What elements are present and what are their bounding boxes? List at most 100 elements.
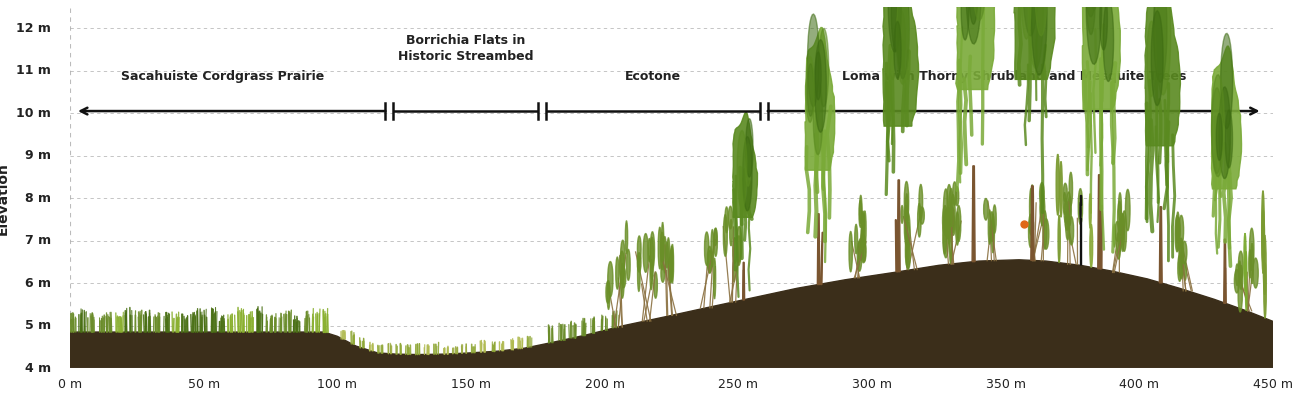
- Ellipse shape: [737, 227, 742, 262]
- Text: 200 m: 200 m: [585, 377, 624, 390]
- Ellipse shape: [1070, 217, 1074, 245]
- Ellipse shape: [857, 241, 862, 271]
- Ellipse shape: [1089, 194, 1091, 228]
- Ellipse shape: [861, 227, 863, 259]
- Polygon shape: [1089, 0, 1098, 10]
- Ellipse shape: [953, 182, 957, 205]
- Polygon shape: [966, 0, 982, 44]
- Ellipse shape: [1030, 188, 1032, 224]
- Ellipse shape: [650, 237, 654, 280]
- Polygon shape: [1079, 204, 1082, 205]
- Polygon shape: [897, 0, 909, 84]
- Polygon shape: [972, 166, 975, 262]
- Ellipse shape: [644, 234, 649, 272]
- Ellipse shape: [1239, 251, 1243, 280]
- Ellipse shape: [1040, 183, 1044, 205]
- Text: 150 m: 150 m: [451, 377, 491, 390]
- Ellipse shape: [1235, 264, 1239, 286]
- Ellipse shape: [1251, 244, 1253, 284]
- Ellipse shape: [1060, 162, 1062, 217]
- Polygon shape: [1023, 0, 1039, 36]
- Polygon shape: [1028, 0, 1044, 69]
- Ellipse shape: [956, 187, 959, 206]
- Ellipse shape: [1245, 251, 1247, 287]
- Ellipse shape: [948, 208, 950, 244]
- Polygon shape: [1221, 33, 1232, 129]
- Polygon shape: [1087, 0, 1095, 34]
- Ellipse shape: [621, 267, 625, 288]
- Ellipse shape: [1184, 262, 1187, 280]
- Ellipse shape: [1113, 225, 1115, 247]
- Ellipse shape: [1264, 263, 1266, 318]
- Ellipse shape: [942, 206, 948, 235]
- Ellipse shape: [647, 238, 651, 262]
- Polygon shape: [1219, 87, 1230, 179]
- Ellipse shape: [1179, 215, 1183, 246]
- Ellipse shape: [1066, 209, 1070, 240]
- Ellipse shape: [863, 211, 866, 246]
- Polygon shape: [807, 64, 814, 116]
- Polygon shape: [806, 57, 814, 122]
- Polygon shape: [742, 262, 745, 300]
- Polygon shape: [971, 0, 987, 21]
- Ellipse shape: [858, 238, 863, 260]
- Polygon shape: [733, 112, 758, 217]
- Polygon shape: [1080, 218, 1082, 237]
- Ellipse shape: [905, 206, 907, 245]
- Ellipse shape: [918, 204, 922, 237]
- Polygon shape: [819, 29, 828, 107]
- Ellipse shape: [905, 233, 909, 267]
- Polygon shape: [818, 214, 820, 284]
- Ellipse shape: [1030, 217, 1034, 235]
- Ellipse shape: [1118, 201, 1122, 234]
- Polygon shape: [896, 220, 897, 272]
- Ellipse shape: [714, 228, 718, 246]
- Ellipse shape: [1264, 235, 1266, 295]
- Ellipse shape: [1244, 233, 1247, 280]
- Ellipse shape: [1044, 219, 1049, 249]
- Ellipse shape: [988, 210, 991, 244]
- Text: 4 m: 4 m: [25, 362, 51, 375]
- Ellipse shape: [1117, 232, 1121, 259]
- Ellipse shape: [1069, 172, 1072, 206]
- Ellipse shape: [956, 212, 959, 245]
- Ellipse shape: [627, 249, 630, 280]
- Ellipse shape: [1262, 191, 1265, 263]
- Text: Sacahuiste Cordgrass Prairie: Sacahuiste Cordgrass Prairie: [121, 70, 324, 83]
- Polygon shape: [1212, 88, 1222, 173]
- Ellipse shape: [1040, 194, 1045, 225]
- Ellipse shape: [1179, 238, 1183, 259]
- Ellipse shape: [854, 225, 858, 254]
- Ellipse shape: [667, 238, 670, 263]
- Ellipse shape: [620, 251, 624, 283]
- Polygon shape: [1084, 0, 1097, 17]
- Text: Ecotone: Ecotone: [625, 70, 681, 83]
- Polygon shape: [1212, 75, 1225, 177]
- Ellipse shape: [660, 238, 663, 270]
- Polygon shape: [883, 0, 919, 126]
- Polygon shape: [1160, 207, 1162, 283]
- Ellipse shape: [1178, 255, 1182, 281]
- Polygon shape: [737, 131, 747, 208]
- Ellipse shape: [949, 225, 952, 263]
- Ellipse shape: [707, 250, 712, 273]
- Text: 11 m: 11 m: [17, 64, 51, 77]
- Ellipse shape: [1126, 189, 1130, 231]
- Ellipse shape: [1040, 185, 1043, 217]
- Ellipse shape: [945, 212, 950, 239]
- Ellipse shape: [660, 232, 664, 262]
- Ellipse shape: [714, 258, 716, 299]
- Polygon shape: [898, 11, 906, 69]
- Ellipse shape: [944, 209, 949, 234]
- Text: 7 m: 7 m: [25, 234, 51, 247]
- Polygon shape: [1035, 0, 1048, 36]
- Text: 5 m: 5 m: [25, 319, 51, 332]
- Ellipse shape: [707, 246, 712, 273]
- Ellipse shape: [658, 227, 662, 269]
- Polygon shape: [70, 260, 1273, 368]
- Ellipse shape: [733, 261, 736, 282]
- Polygon shape: [1145, 0, 1180, 146]
- Ellipse shape: [637, 236, 641, 262]
- Polygon shape: [742, 137, 753, 211]
- Ellipse shape: [668, 258, 672, 283]
